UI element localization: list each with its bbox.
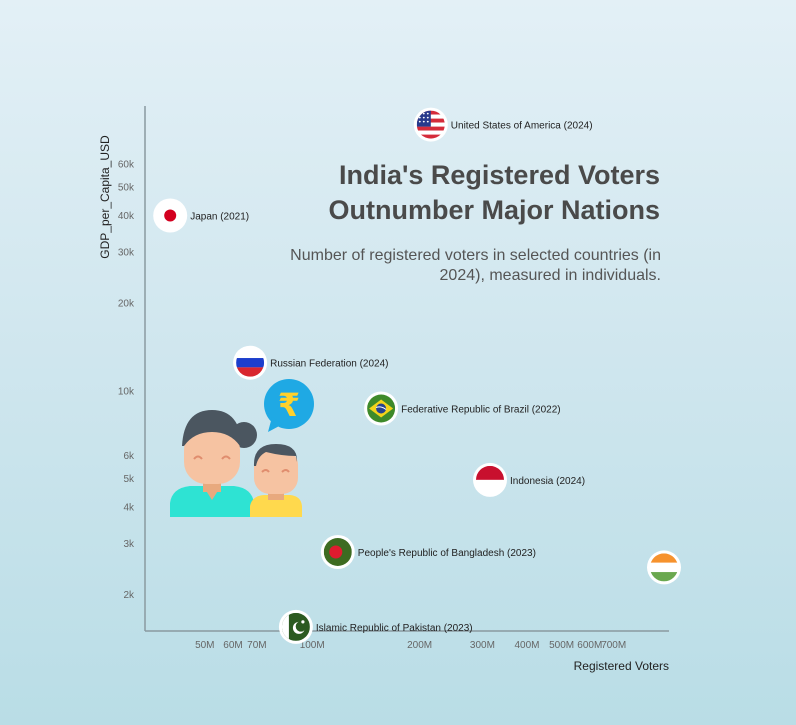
people-with-rupee-bubble-illustration: ₹ xyxy=(170,379,314,517)
y-tick-label: 50k xyxy=(118,183,135,194)
x-tick-label: 300M xyxy=(470,640,495,651)
x-tick-label: 200M xyxy=(407,640,432,651)
data-point-bangladesh: People's Republic of Bangladesh (2023) xyxy=(320,535,536,569)
x-tick-label: 700M xyxy=(601,640,626,651)
data-point-indonesia: Indonesia (2024) xyxy=(473,462,585,497)
chart-subtitle: Number of registered voters in selected … xyxy=(290,247,661,284)
x-tick-label: 500M xyxy=(549,640,574,651)
x-tick-label: 60M xyxy=(223,640,242,651)
chart-title: India's Registered Voters Outnumber Majo… xyxy=(328,160,660,225)
india-flag-icon xyxy=(650,553,678,582)
point-label: Japan (2021) xyxy=(190,212,249,223)
y-tick-label: 60k xyxy=(118,160,135,171)
y-tick-label: 3k xyxy=(123,539,135,550)
data-point-pakistan: Islamic Republic of Pakistan (2023) xyxy=(278,609,473,644)
rupee-symbol: ₹ xyxy=(278,386,300,424)
russia-flag-icon xyxy=(236,348,265,377)
data-point-japan: Japan (2021) xyxy=(153,198,249,233)
y-axis-label: GDP_per_Capita_USD xyxy=(98,135,112,259)
y-tick-label: 30k xyxy=(118,247,135,258)
data-point-india xyxy=(647,550,681,585)
x-tick-label: 50M xyxy=(195,640,214,651)
x-tick-label: 100M xyxy=(300,640,325,651)
y-tick-label: 40k xyxy=(118,211,135,222)
indonesia-flag-icon xyxy=(476,465,504,494)
japan-flag-icon xyxy=(156,201,185,230)
usa-flag-icon xyxy=(416,110,445,139)
axes xyxy=(144,106,669,632)
data-point-russia: Russian Federation (2024) xyxy=(233,345,389,380)
y-tick-label: 5k xyxy=(123,474,135,485)
y-tick-labels: 2k 3k 4k 5k 6k 10k 20k 30k 40k 50k 60k xyxy=(118,160,135,601)
point-label: Indonesia (2024) xyxy=(510,476,585,487)
point-label: Russian Federation (2024) xyxy=(270,359,388,370)
man-figure-icon xyxy=(250,444,302,517)
point-label: United States of America (2024) xyxy=(451,121,593,132)
point-label: Islamic Republic of Pakistan (2023) xyxy=(316,623,473,634)
brazil-flag-icon xyxy=(367,394,396,423)
y-tick-label: 20k xyxy=(118,299,135,310)
y-tick-label: 6k xyxy=(123,451,135,462)
y-tick-label: 10k xyxy=(118,386,135,397)
pakistan-flag-icon xyxy=(281,612,310,641)
data-points: United States of America (2024) Japan (20… xyxy=(153,107,681,644)
bangladesh-flag-icon xyxy=(323,538,352,566)
point-label: People's Republic of Bangladesh (2023) xyxy=(358,548,536,559)
data-point-usa: United States of America (2024) xyxy=(413,107,593,142)
x-tick-label: 600M xyxy=(577,640,602,651)
point-label: Federative Republic of Brazil (2022) xyxy=(401,405,561,416)
x-tick-label: 400M xyxy=(514,640,539,651)
y-tick-label: 2k xyxy=(123,590,135,601)
data-point-brazil: Federative Republic of Brazil (2022) xyxy=(364,391,561,426)
y-tick-label: 4k xyxy=(123,502,135,513)
x-tick-label: 70M xyxy=(247,640,266,651)
rupee-speech-bubble-icon: ₹ xyxy=(264,379,314,432)
x-axis-label: Registered Voters xyxy=(574,659,669,673)
woman-figure-icon xyxy=(170,410,257,517)
